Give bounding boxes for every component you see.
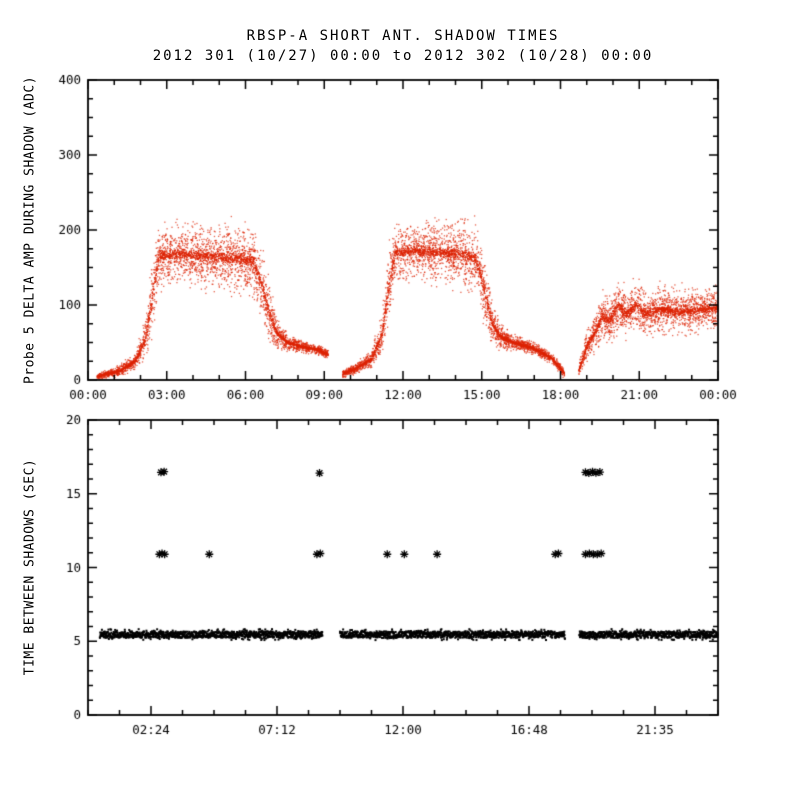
chart-title: RBSP-A SHORT ANT. SHADOW TIMES: [246, 28, 560, 44]
chart-subtitle: 2012 301 (10/27) 00:00 to 2012 302 (10/2…: [152, 48, 654, 64]
bottom-y-axis-title: TIME BETWEEN SHADOWS (SEC): [22, 458, 38, 676]
top-y-axis-title: Probe 5 DELTA AMP DURING SHADOW (ADC): [22, 75, 38, 385]
